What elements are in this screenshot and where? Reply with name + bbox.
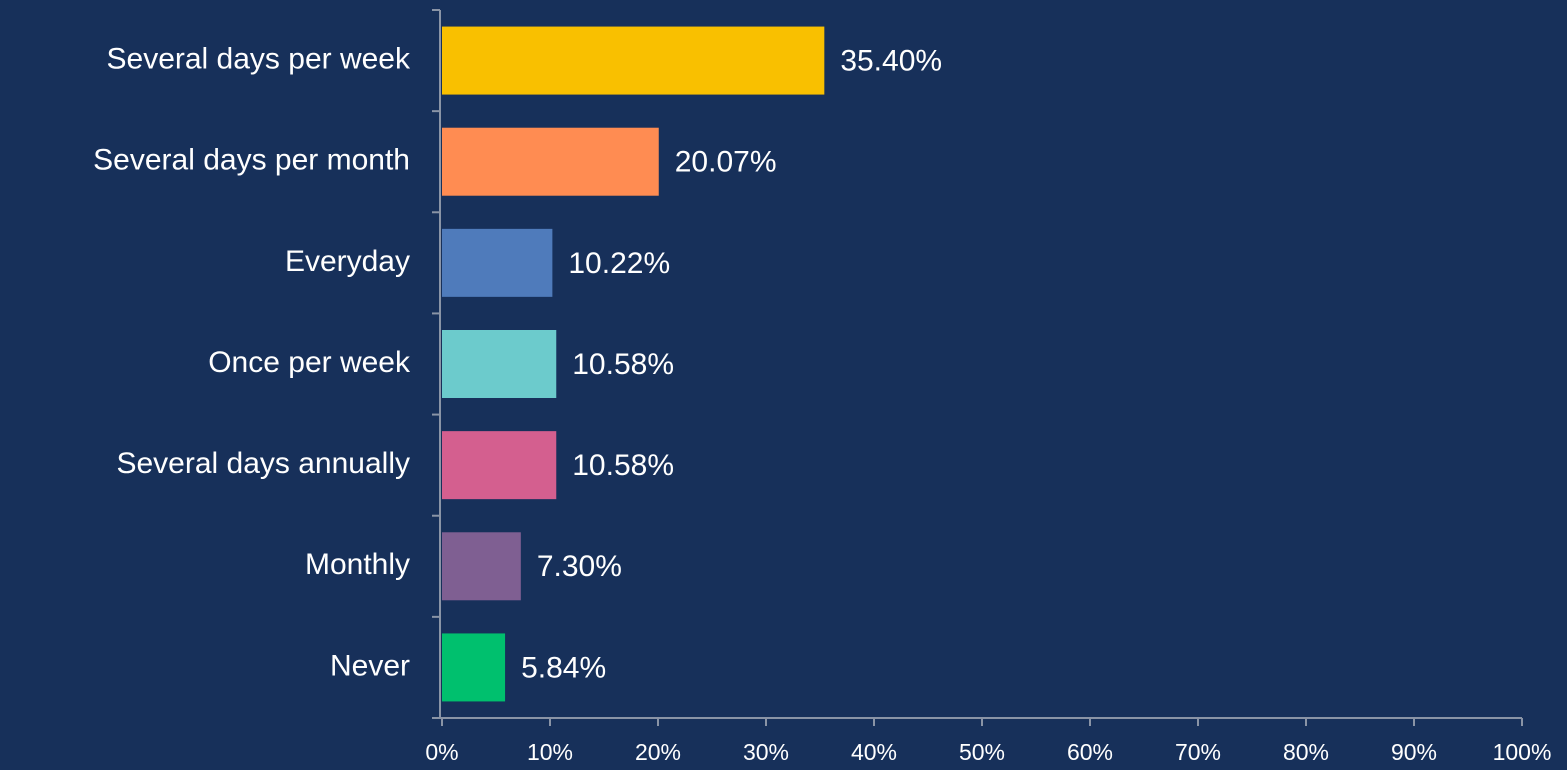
x-tick-label: 100% [1493, 739, 1552, 765]
x-tick-label: 50% [959, 739, 1005, 765]
bar [442, 532, 521, 601]
value-label: 10.58% [572, 449, 674, 482]
x-tick-label: 30% [743, 739, 789, 765]
x-tick-label: 90% [1391, 739, 1437, 765]
bar [442, 26, 825, 95]
value-label: 20.07% [675, 146, 777, 179]
y-tick-label: Several days per month [93, 144, 410, 177]
y-tick-label: Several days per week [107, 42, 411, 75]
bar [442, 431, 557, 500]
x-tick-label: 60% [1067, 739, 1113, 765]
y-tick-label: Never [330, 649, 410, 682]
bar [442, 228, 553, 297]
y-tick-label: Everyday [285, 245, 410, 278]
value-label: 10.22% [568, 247, 670, 280]
value-label: 10.58% [572, 348, 674, 381]
value-label: 5.84% [521, 651, 606, 684]
y-tick-label: Once per week [208, 346, 411, 379]
y-tick-label: Several days annually [116, 447, 410, 480]
value-label: 7.30% [537, 550, 622, 583]
x-tick-label: 10% [527, 739, 573, 765]
y-tick-label: Monthly [305, 548, 410, 581]
x-tick-label: 80% [1283, 739, 1329, 765]
bar [442, 633, 506, 702]
bar [442, 127, 659, 196]
x-tick-label: 70% [1175, 739, 1221, 765]
x-tick-label: 40% [851, 739, 897, 765]
x-tick-label: 20% [635, 739, 681, 765]
bar [442, 330, 557, 398]
x-tick-label: 0% [425, 739, 458, 765]
value-label: 35.40% [840, 44, 942, 77]
